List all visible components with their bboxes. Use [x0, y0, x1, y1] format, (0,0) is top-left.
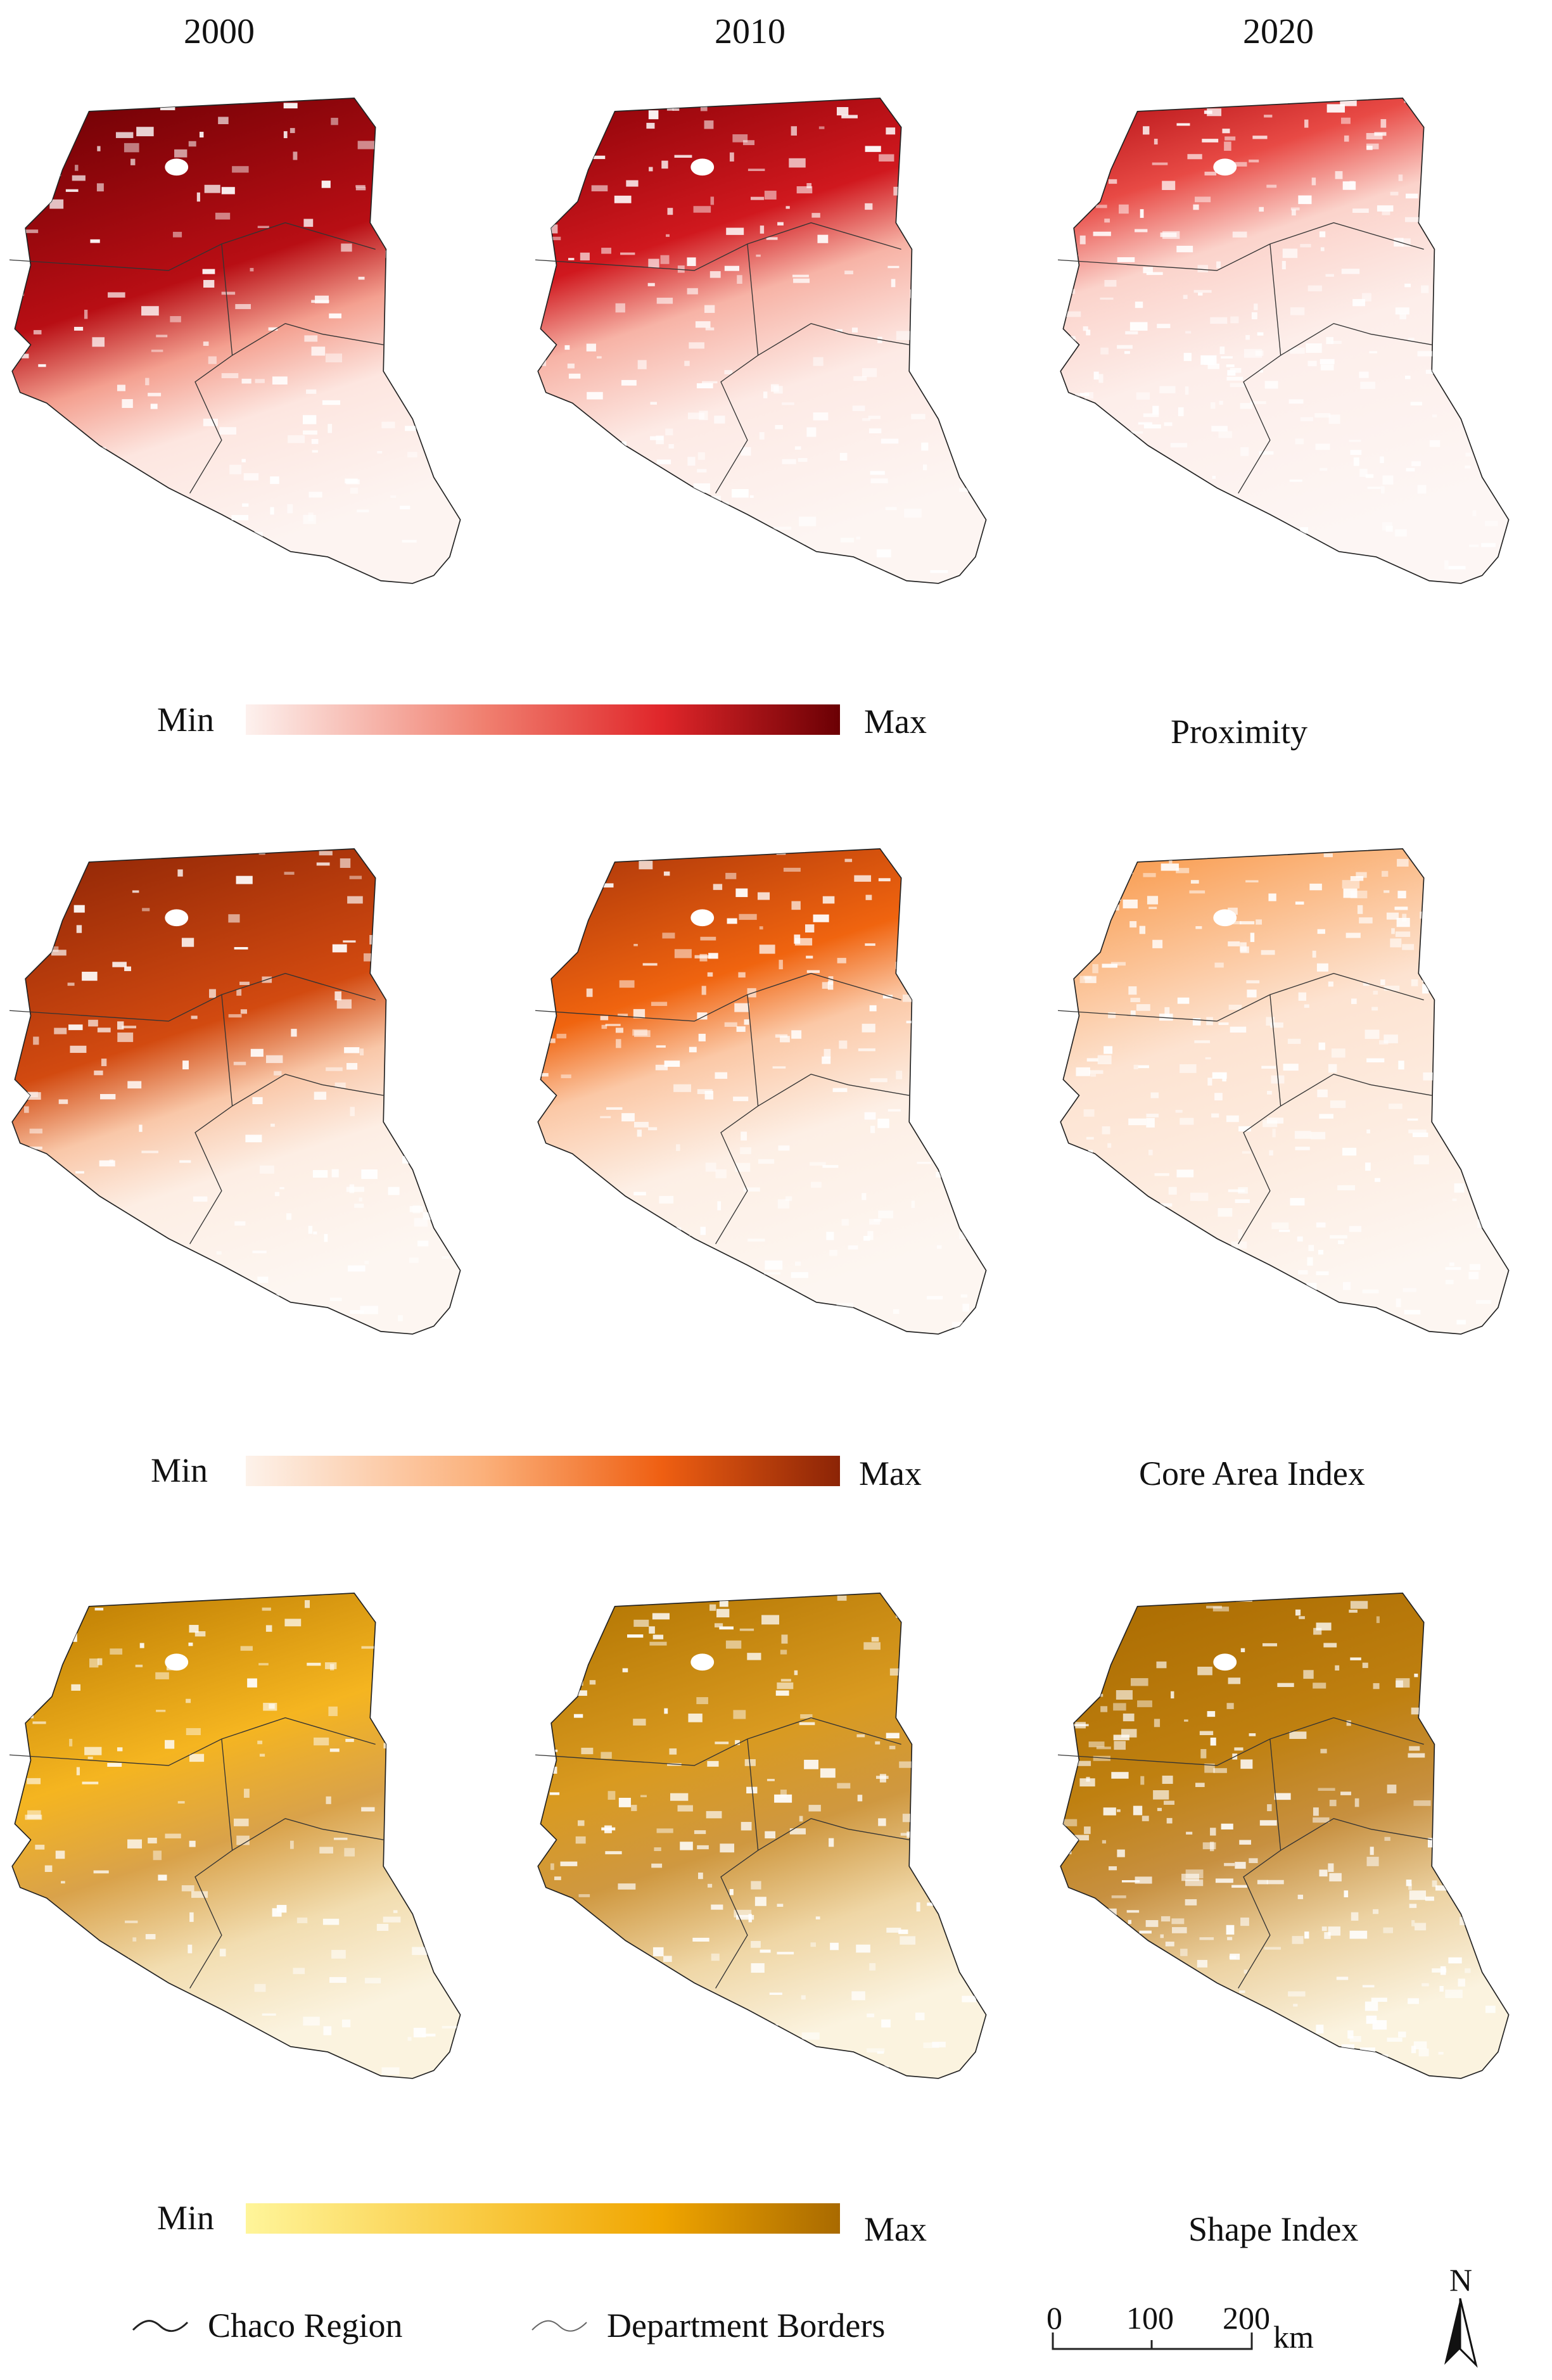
- chaco-region-polygon: [11, 98, 461, 584]
- core-area-max-label: Max: [859, 1454, 922, 1492]
- department-borders-label: Department Borders: [607, 2307, 886, 2345]
- salt-flat: [690, 909, 715, 927]
- legend-chaco-region: Chaco Region: [132, 2306, 402, 2345]
- map-prox-2000: [9, 38, 466, 649]
- core-area-min-label: Min: [151, 1451, 208, 1489]
- salt-flat: [1213, 909, 1237, 927]
- salt-flat: [165, 1653, 189, 1671]
- chaco-map-shape-2020: [1057, 1593, 1510, 2079]
- department-borders: [9, 1717, 384, 1989]
- scale-unit: km: [1273, 2319, 1314, 2355]
- year-label-2020: 2020: [1243, 12, 1314, 51]
- shape-index-max-label: Max: [864, 2210, 927, 2248]
- chaco-region-polygon: [11, 848, 461, 1335]
- north-label: N: [1449, 2262, 1473, 2298]
- chaco-map-prox-2020: [1057, 98, 1510, 584]
- chaco-map-shape-2010: [535, 1593, 987, 2079]
- shape-index-min-label: Min: [157, 2199, 215, 2237]
- salt-flat: [1213, 1653, 1237, 1671]
- department-border-line-icon: [531, 2320, 587, 2332]
- chaco-region-polygon: [1060, 848, 1510, 1335]
- map-prox-2020: [1057, 38, 1514, 649]
- chaco-map-prox-2000: [9, 98, 461, 584]
- chaco-region-polygon: [11, 1593, 461, 2079]
- map-core-2020: [1057, 789, 1514, 1400]
- north-arrow: N: [1438, 2262, 1482, 2369]
- chaco-region-polygon: [537, 98, 987, 584]
- year-label-2010: 2010: [715, 12, 786, 51]
- salt-flat: [1213, 158, 1237, 176]
- map-core-2010: [535, 789, 991, 1400]
- chaco-region-polygon: [537, 848, 987, 1335]
- scale-tick-100: 100: [1126, 2300, 1174, 2336]
- salt-flat: [165, 158, 189, 176]
- salt-flat: [690, 158, 715, 176]
- shape-index-title: Shape Index: [1188, 2210, 1359, 2248]
- scale-tick-200: 200: [1223, 2300, 1270, 2336]
- map-core-2000: [9, 789, 466, 1400]
- chaco-map-core-2010: [535, 848, 987, 1335]
- year-label-2000: 2000: [184, 12, 255, 51]
- chaco-region-polygon: [537, 1593, 987, 2079]
- chaco-region-polygon: [1060, 1593, 1510, 2079]
- landscape-patches: [13, 101, 442, 578]
- map-shape-2020: [1057, 1533, 1514, 2144]
- map-shape-2000: [9, 1533, 466, 2144]
- proximity-max-label: Max: [864, 703, 927, 741]
- chaco-map-core-2020: [1057, 848, 1510, 1335]
- scale-tick-0: 0: [1046, 2300, 1062, 2336]
- scale-bar-line: [1052, 2332, 1253, 2350]
- proximity-title: Proximity: [1171, 713, 1308, 751]
- chaco-map-shape-2000: [9, 1593, 461, 2079]
- core-area-title: Core Area Index: [1139, 1454, 1365, 1492]
- map-shape-2010: [535, 1533, 991, 2144]
- shape-index-colorbar: [246, 2203, 840, 2234]
- map-prox-2010: [535, 38, 991, 649]
- salt-flat: [690, 1653, 715, 1671]
- chaco-map-prox-2010: [535, 98, 987, 584]
- chaco-region-line-icon: [132, 2320, 189, 2332]
- department-borders: [1057, 1717, 1432, 1989]
- salt-flat: [165, 909, 189, 927]
- department-borders: [9, 972, 384, 1244]
- core-area-colorbar: [246, 1456, 840, 1486]
- north-arrow-icon: [1444, 2298, 1478, 2368]
- proximity-min-label: Min: [157, 701, 215, 739]
- chaco-map-core-2000: [9, 848, 461, 1335]
- department-borders: [9, 222, 384, 493]
- department-borders: [535, 222, 910, 493]
- legend-department-borders: Department Borders: [531, 2306, 885, 2345]
- department-borders: [1057, 222, 1432, 493]
- proximity-colorbar: [246, 704, 840, 735]
- chaco-region-label: Chaco Region: [208, 2307, 403, 2345]
- scale-bar: 0 100 200 km: [1039, 2300, 1318, 2355]
- chaco-region-polygon: [1060, 98, 1510, 584]
- department-borders: [535, 972, 910, 1244]
- department-borders: [1057, 972, 1432, 1244]
- department-borders: [535, 1717, 910, 1989]
